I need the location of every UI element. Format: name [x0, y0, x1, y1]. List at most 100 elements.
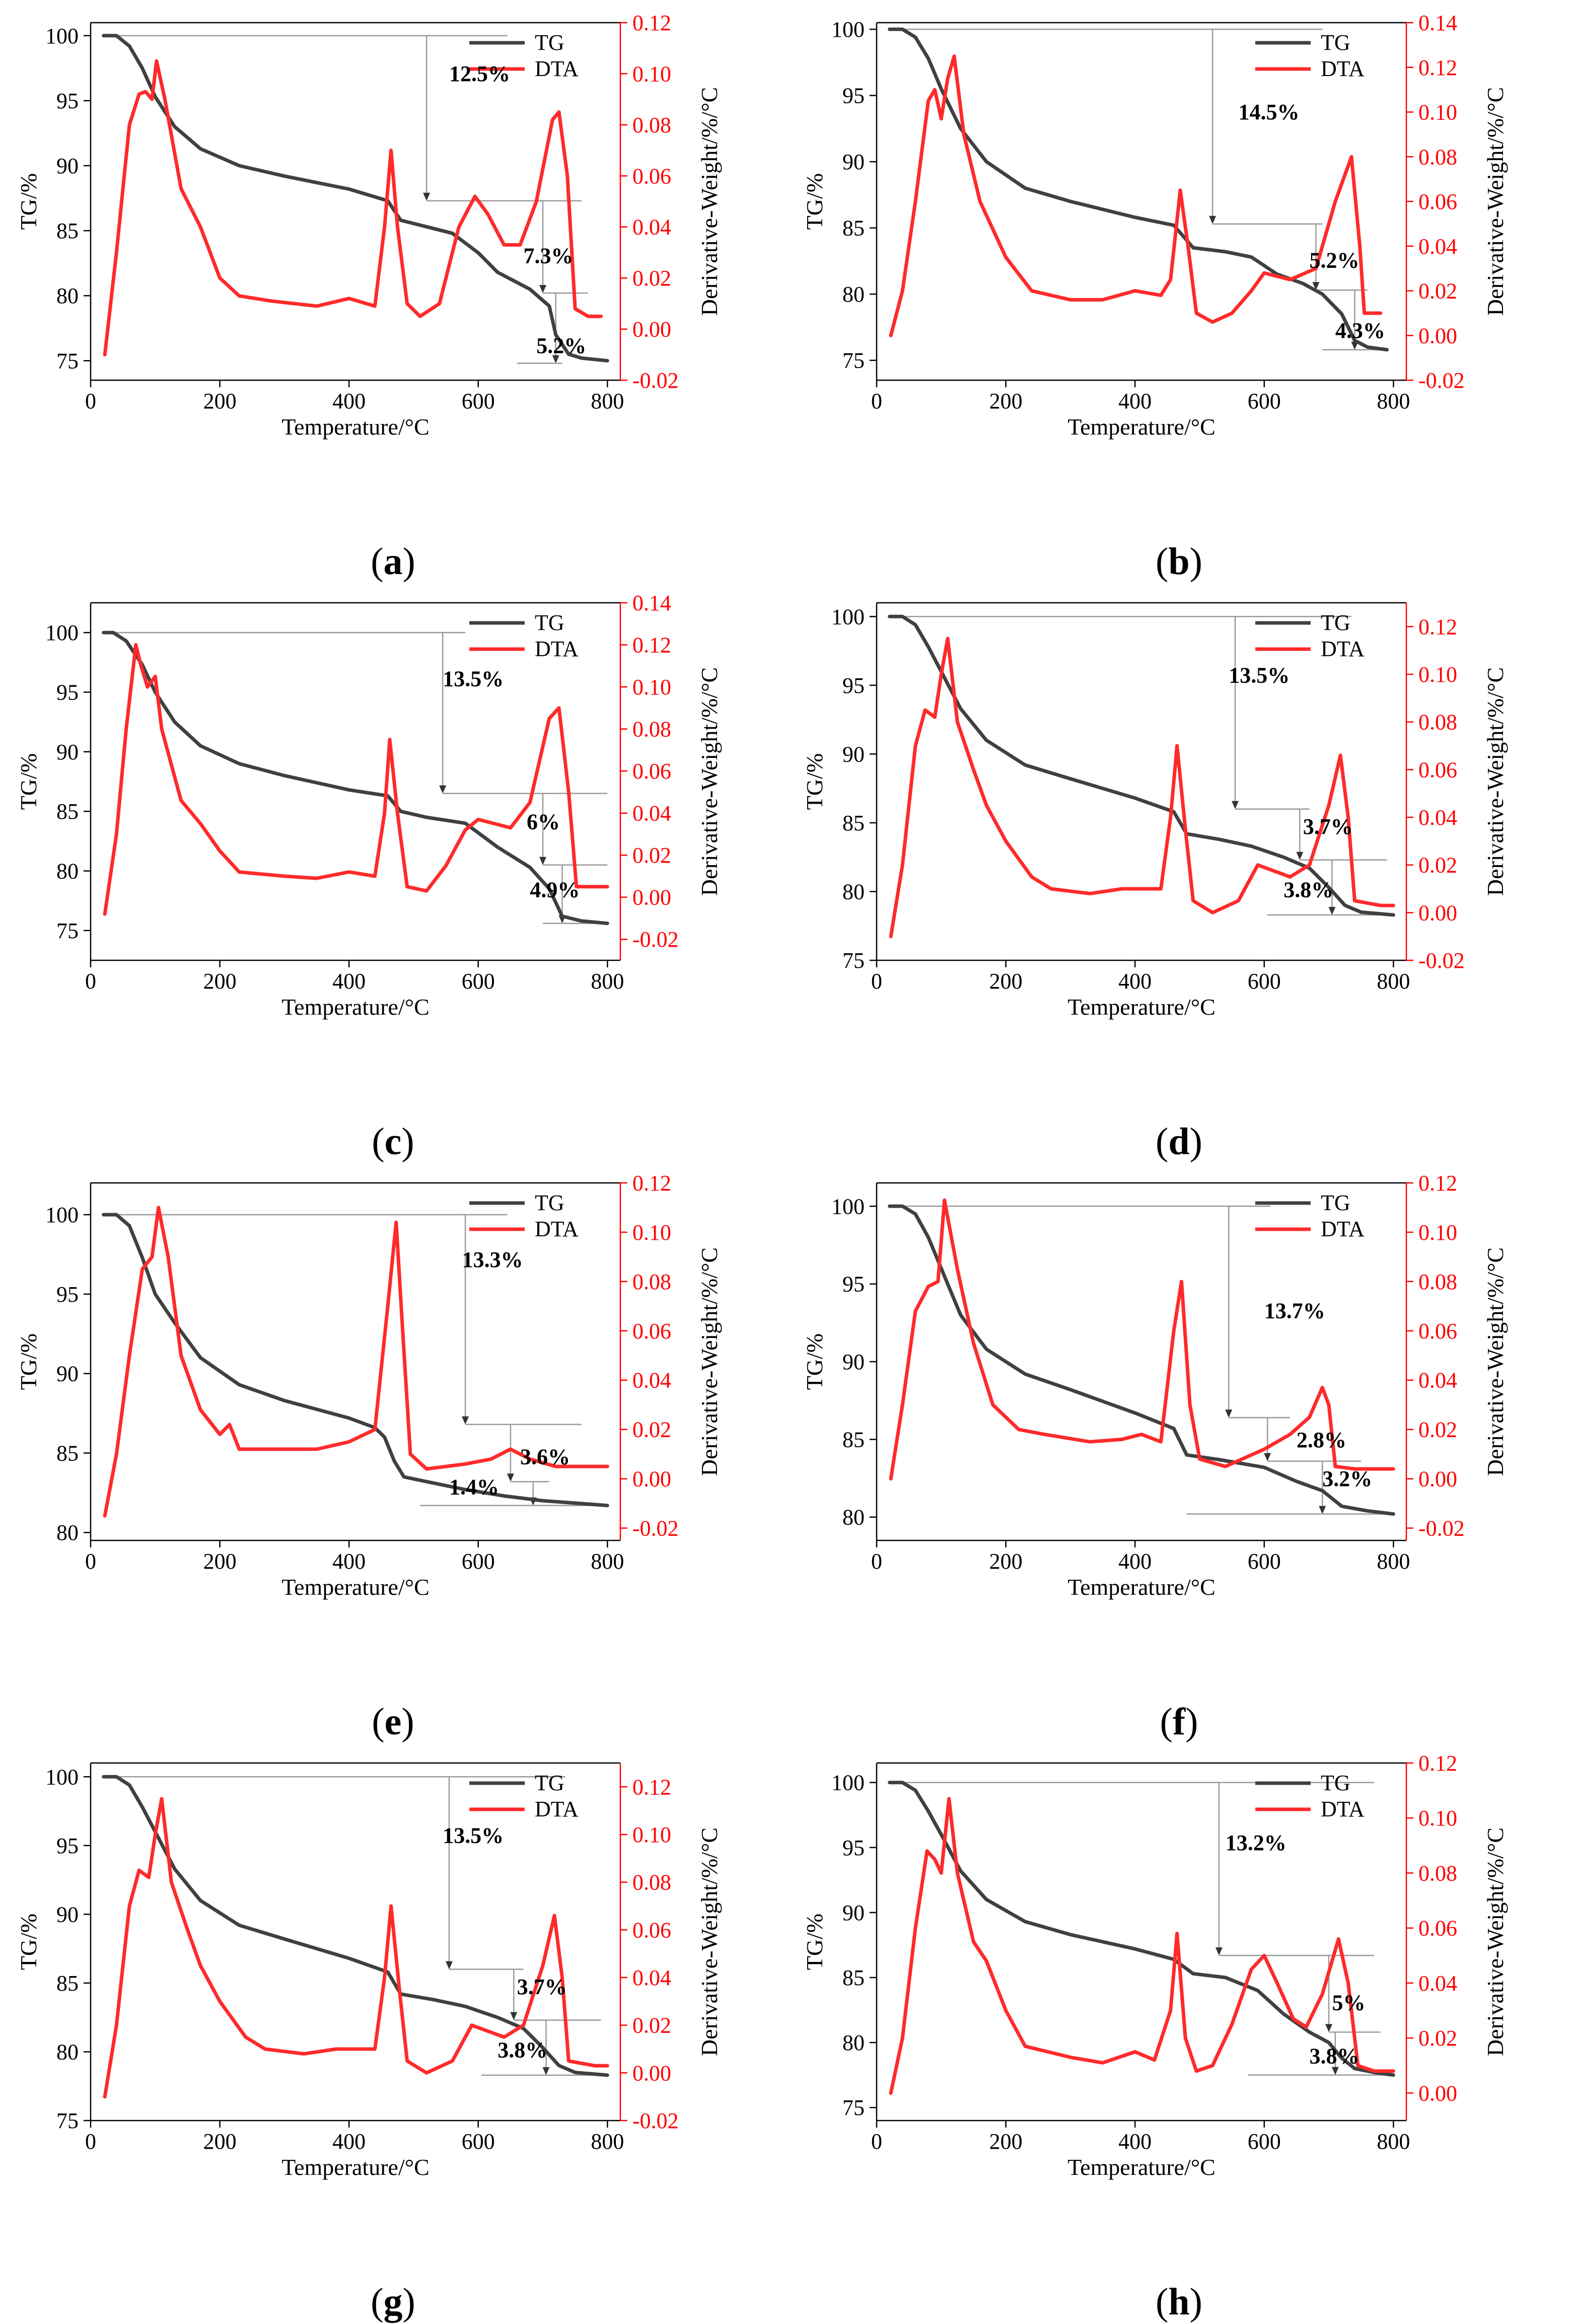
y-right-tick-label: 0.12 [632, 11, 671, 35]
y-right-axis-label: Derivative-Weight/%/°C [696, 1827, 722, 2056]
annotation-label: 3.8% [497, 2037, 547, 2062]
y-right-tick-label: 0.12 [1418, 614, 1457, 639]
y-right-tick-label: 0.00 [1418, 323, 1457, 348]
panel-letter: e [384, 1701, 402, 1743]
y-right-axis-label: Derivative-Weight/%/°C [1482, 87, 1508, 316]
x-tick-label: 800 [591, 969, 624, 994]
annotation-label: 13.7% [1264, 1299, 1325, 1323]
legend-label-dta: DTA [535, 56, 579, 81]
x-tick-label: 800 [591, 2129, 624, 2154]
y-right-tick-label: 0.04 [1418, 1971, 1457, 1996]
y-right-tick-label: 0.02 [632, 1418, 671, 1442]
panel-letter: a [383, 540, 403, 583]
x-axis-label: Temperature/°C [1067, 414, 1216, 440]
chart-panel-f: 0 200 400 600 800 80 85 90 95 100 -0.02 0.00 0.02 0.0… [786, 1160, 1572, 1743]
x-tick-label: 0 [85, 1549, 96, 1574]
arrowhead [423, 192, 431, 201]
y-right-tick-label: 0.08 [632, 717, 671, 742]
x-tick-label: 600 [1248, 969, 1281, 994]
y-right-tick-label: 0.14 [632, 591, 671, 615]
y-right-tick-label: 0.06 [632, 1319, 671, 1344]
panel-letter: d [1168, 1120, 1190, 1163]
y-left-tick-label: 90 [56, 740, 79, 764]
y-left-tick-label: 80 [842, 1505, 865, 1530]
x-tick-label: 400 [1118, 969, 1152, 994]
chart-panel-b: 0 200 400 600 800 75 80 85 90 95 100 -0.02 0.00 0.02 0… [786, 0, 1572, 583]
arrowhead [1209, 216, 1217, 224]
y-left-tick-label: 80 [842, 879, 865, 904]
y-left-tick-label: 75 [56, 2108, 79, 2133]
y-left-tick-label: 75 [56, 919, 79, 943]
y-left-tick-label: 90 [842, 1900, 865, 1925]
annotation-label: 4.3% [1335, 318, 1385, 343]
annotation-label: 3.8% [1310, 2044, 1360, 2068]
series-line-tg [102, 630, 609, 926]
y-left-tick-label: 85 [842, 1427, 865, 1452]
legend-label-tg: TG [1321, 610, 1350, 635]
y-left-axis-label: TG/% [16, 173, 41, 230]
x-tick-label: 0 [85, 389, 96, 413]
y-right-tick-label: 0.06 [1418, 1916, 1457, 1941]
panel-caption: (g) [371, 2281, 415, 2323]
annotation-label: 13.5% [443, 1823, 504, 1848]
y-right-tick-label: 0.10 [1418, 1806, 1457, 1830]
arrowhead [1319, 1506, 1326, 1514]
x-axis-label: Temperature/°C [281, 414, 430, 440]
panel-letter: c [384, 1120, 402, 1163]
y-right-tick-label: 0.10 [632, 1220, 671, 1245]
chart-svg-h: 0 200 400 600 800 75 80 85 90 95 100 0.00 0.02 0.04 0.… [802, 1751, 1508, 2180]
chart-svg-b: 0 200 400 600 800 75 80 85 90 95 100 -0.02 0.00 0.02 0… [802, 11, 1508, 440]
arrowhead [539, 285, 547, 294]
y-right-tick-label: -0.02 [632, 927, 679, 952]
y-left-tick-label: 85 [56, 1441, 79, 1465]
y-right-axis-label: Derivative-Weight/%/°C [696, 1247, 722, 1476]
x-tick-label: 600 [1248, 1549, 1281, 1574]
x-tick-label: 200 [203, 389, 237, 413]
legend-label-tg: TG [535, 1771, 564, 1795]
annotation-label: 14.5% [1238, 100, 1299, 124]
x-tick-label: 800 [1377, 2129, 1410, 2154]
y-right-tick-label: -0.02 [632, 368, 679, 393]
x-tick-label: 600 [1248, 2129, 1281, 2154]
y-left-tick-label: 80 [56, 1520, 79, 1545]
y-right-tick-label: 0.02 [632, 843, 671, 868]
y-left-tick-label: 75 [842, 948, 865, 973]
y-right-axis-label: Derivative-Weight/%/°C [1482, 1247, 1508, 1476]
y-right-tick-label: 0.02 [632, 266, 671, 291]
y-left-tick-label: 85 [842, 216, 865, 241]
y-left-tick-label: 80 [56, 284, 79, 308]
arrowhead [1215, 1947, 1223, 1956]
y-right-axis-label: Derivative-Weight/%/°C [1482, 1827, 1508, 2056]
x-tick-label: 0 [85, 969, 96, 994]
y-right-tick-label: 0.12 [632, 1171, 671, 1195]
y-left-tick-label: 100 [45, 24, 79, 48]
x-tick-label: 200 [203, 1549, 237, 1574]
x-tick-label: 200 [989, 2129, 1023, 2154]
y-left-tick-label: 95 [56, 680, 79, 705]
panel-caption: (f) [1160, 1701, 1198, 1743]
y-left-tick-label: 80 [56, 2039, 79, 2064]
annotation-label: 13.3% [462, 1247, 523, 1272]
arrowhead [510, 2012, 518, 2020]
series-line-tg [888, 614, 1395, 917]
y-right-tick-label: 0.04 [1418, 805, 1457, 830]
legend-label-dta: DTA [1321, 637, 1365, 661]
y-right-tick-label: -0.02 [632, 2108, 679, 2133]
y-right-tick-label: 0.12 [1418, 55, 1457, 80]
x-tick-label: 400 [332, 1549, 366, 1574]
y-left-tick-label: 90 [842, 742, 865, 766]
arrowhead [1325, 2024, 1333, 2032]
panel-caption: (d) [1156, 1120, 1202, 1163]
arrowhead [1232, 801, 1239, 809]
series-line-tg [102, 1775, 609, 2077]
series-line-tg [102, 34, 609, 363]
x-tick-label: 800 [591, 389, 624, 413]
y-right-tick-label: 0.00 [1418, 2081, 1457, 2105]
y-right-tick-label: 0.06 [1418, 1319, 1457, 1344]
arrowhead [439, 785, 447, 794]
annotation-label: 6% [527, 810, 560, 834]
series-line-dta [103, 1797, 609, 2099]
arrowhead [1264, 1453, 1271, 1461]
y-right-tick-label: 0.14 [1418, 11, 1457, 35]
arrowhead [552, 355, 559, 364]
